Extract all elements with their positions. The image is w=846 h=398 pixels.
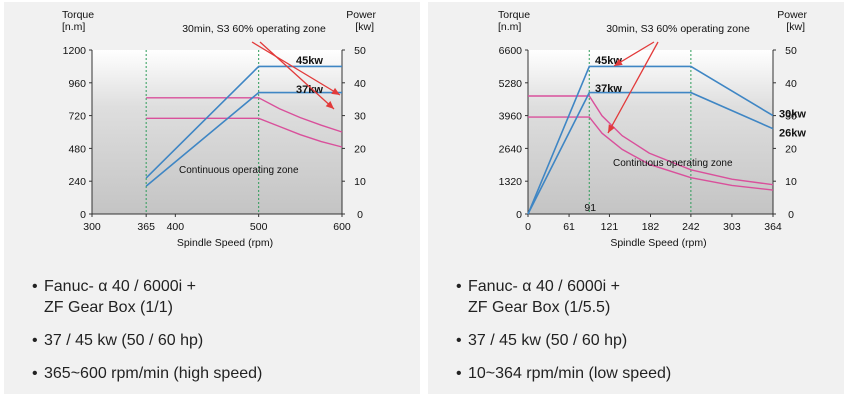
torque-tick-label: 480 (68, 143, 86, 155)
torque-label: Torque (498, 9, 530, 21)
x-tick-label: 182 (642, 221, 660, 233)
continuous-zone-label: Continuous operating zone (179, 165, 299, 176)
spec-power: 37 / 45 kw (50 / 60 hp) (456, 330, 671, 351)
right-panel: 0 1320 2640 3960 5280 6600 0 10 20 30 40 50 0 61 121 18… (428, 2, 844, 394)
power-tick-label: 50 (354, 45, 366, 57)
zone-arrow-head (608, 124, 615, 133)
power-end-label: 30kw (779, 109, 806, 121)
plot-background (528, 50, 773, 214)
chart-low-speed: 0 1320 2640 3960 5280 6600 0 10 20 30 40 50 0 61 121 18… (498, 9, 807, 249)
x-tick-label: 364 (764, 221, 782, 233)
spec-motor: Fanuc- α 40 / 6000i + ZF Gear Box (1/1) (32, 276, 262, 318)
power-tick-label: 0 (788, 209, 794, 221)
power-tick-label: 20 (354, 143, 366, 155)
power-end-label: 26kw (779, 128, 806, 140)
torque-tick-label: 960 (68, 78, 86, 90)
spec-motor-line-2: ZF Gear Box (1/5.5) (468, 299, 611, 316)
power-tick-label: 20 (785, 143, 797, 155)
zone-arrow-line (607, 41, 659, 134)
x-tick-label: 0 (525, 221, 531, 233)
torque-tick-label: 720 (68, 111, 86, 123)
torque-curve-2 (528, 116, 774, 191)
power-tick-label: 50 (785, 45, 797, 57)
spec-speed: 365~600 rpm/min (high speed) (32, 363, 262, 384)
power-unit: [kw] (355, 21, 374, 33)
power-tick-label: 30 (354, 111, 366, 123)
spec-motor-line-1: Fanuc- α 40 / 6000i + (468, 278, 621, 295)
continuous-zone-label: Continuous operating zone (613, 158, 733, 169)
power-curve-45kw (145, 65, 342, 179)
torque-tick-label: 0 (516, 209, 522, 221)
x-tick-label: 500 (250, 221, 268, 233)
power-unit: [kw] (786, 21, 805, 33)
power-label: Power (346, 9, 376, 21)
torque-curve-1 (528, 95, 774, 186)
zone-arrow-line (259, 41, 335, 110)
torque-tick-label: 240 (68, 176, 86, 188)
zone-arrow-head (614, 58, 623, 66)
torque-curve-1 (146, 97, 343, 133)
torque-tick-label: 1320 (499, 176, 523, 188)
x-tick-label: 400 (167, 221, 185, 233)
torque-tick-label: 3960 (499, 111, 523, 123)
torque-tick-label: 1200 (63, 45, 87, 57)
spec-power: 37 / 45 kw (50 / 60 hp) (32, 330, 262, 351)
zone-label: 30min, S3 60% operating zone (182, 23, 326, 35)
power-tick-label: 40 (354, 78, 366, 90)
spec-motor-line-1: Fanuc- α 40 / 6000i + (44, 278, 197, 295)
power-curve-37kw (527, 91, 774, 215)
zone-arrow-head (331, 87, 340, 95)
power-tick-label: 30 (785, 111, 797, 123)
zone-arrow-line (251, 41, 341, 96)
power-label: Power (777, 9, 807, 21)
torque-tick-label: 0 (80, 209, 86, 221)
x-tick-label: 121 (601, 221, 619, 233)
torque-curve-2 (146, 117, 343, 148)
power-curve-37kw (145, 91, 342, 187)
x-tick-label: 61 (563, 221, 575, 233)
spec-speed: 10~364 rpm/min (low speed) (456, 363, 671, 384)
power-tick-label: 40 (785, 78, 797, 90)
power-curve-45kw (527, 65, 774, 215)
plot-background (92, 50, 342, 214)
x-axis-label: Spindle Speed (rpm) (177, 237, 273, 249)
x-tick-label: 600 (333, 221, 351, 233)
zone-label: 30min, S3 60% operating zone (606, 23, 750, 35)
spec-list: Fanuc- α 40 / 6000i + ZF Gear Box (1/1) … (32, 276, 262, 396)
torque-tick-label: 6600 (499, 45, 523, 57)
spec-motor: Fanuc- α 40 / 6000i + ZF Gear Box (1/5.5… (456, 276, 671, 318)
torque-unit: [n.m] (62, 21, 85, 33)
x-tick-label: 300 (83, 221, 101, 233)
power-tick-label: 10 (785, 176, 797, 188)
x-axis-label: Spindle Speed (rpm) (610, 237, 706, 249)
zone-arrow-head (325, 101, 334, 109)
x-tick-label: 365 (137, 221, 155, 233)
torque-unit: [n.m] (498, 21, 521, 33)
torque-tick-label: 2640 (499, 143, 523, 155)
torque-tick-label: 5280 (499, 78, 523, 90)
power-curve-label: 45kw (296, 55, 323, 67)
torque-label: Torque (62, 9, 94, 21)
power-curve-label: 37kw (595, 83, 622, 95)
x-tick-label: 303 (723, 221, 741, 233)
left-panel: 0 240 480 720 960 1200 0 10 20 30 40 50 300 365 400 500… (4, 2, 420, 394)
chart-high-speed: 0 240 480 720 960 1200 0 10 20 30 40 50 300 365 400 500… (62, 9, 376, 249)
power-tick-label: 0 (357, 209, 363, 221)
x-tick-label: 242 (682, 221, 700, 233)
spec-motor-line-2: ZF Gear Box (1/1) (44, 299, 173, 316)
guide-label: 91 (584, 202, 596, 214)
power-curve-label: 37kw (296, 84, 323, 96)
spec-list: Fanuc- α 40 / 6000i + ZF Gear Box (1/5.5… (456, 276, 671, 396)
power-tick-label: 10 (354, 176, 366, 188)
